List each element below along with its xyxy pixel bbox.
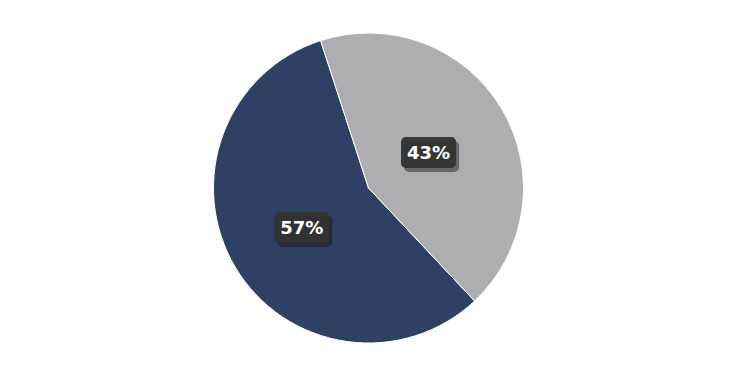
slices	[214, 33, 524, 343]
data-labels: 57% 43%	[274, 137, 459, 247]
label-box	[274, 212, 329, 243]
pie-slice	[321, 33, 524, 301]
data-label: 57%	[274, 212, 332, 247]
data-label: 43%	[401, 137, 459, 172]
chart: 57% 43%	[0, 0, 737, 376]
label-box	[401, 137, 456, 168]
data-label-text: 43%	[407, 142, 450, 163]
data-label-text: 57%	[280, 217, 323, 238]
